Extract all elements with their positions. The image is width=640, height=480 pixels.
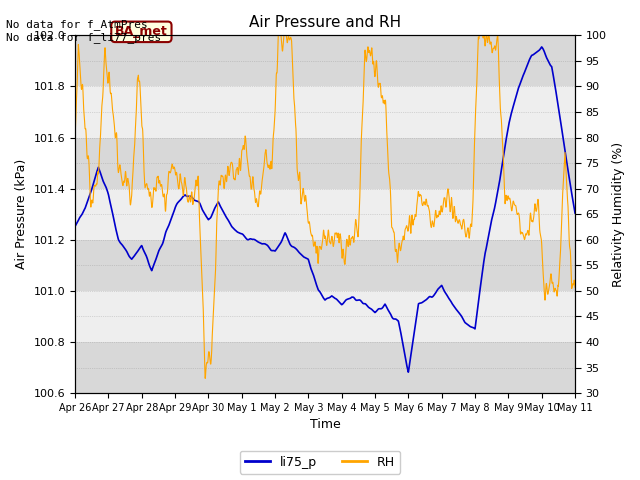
Bar: [75, 138, 575, 189]
Bar: [75, 240, 575, 291]
Text: No data for f_AtmPres
No data for f_li77_pres: No data for f_AtmPres No data for f_li77…: [6, 19, 162, 43]
Y-axis label: Air Pressure (kPa): Air Pressure (kPa): [15, 159, 28, 269]
Title: Air Pressure and RH: Air Pressure and RH: [249, 15, 401, 30]
Legend: li75_p, RH: li75_p, RH: [240, 451, 400, 474]
X-axis label: Time: Time: [310, 419, 340, 432]
Y-axis label: Relativity Humidity (%): Relativity Humidity (%): [612, 142, 625, 287]
Bar: [75, 86, 575, 138]
Bar: [75, 36, 575, 86]
Bar: [75, 189, 575, 240]
Bar: [75, 342, 575, 393]
Text: BA_met: BA_met: [115, 25, 168, 38]
Bar: [75, 291, 575, 342]
